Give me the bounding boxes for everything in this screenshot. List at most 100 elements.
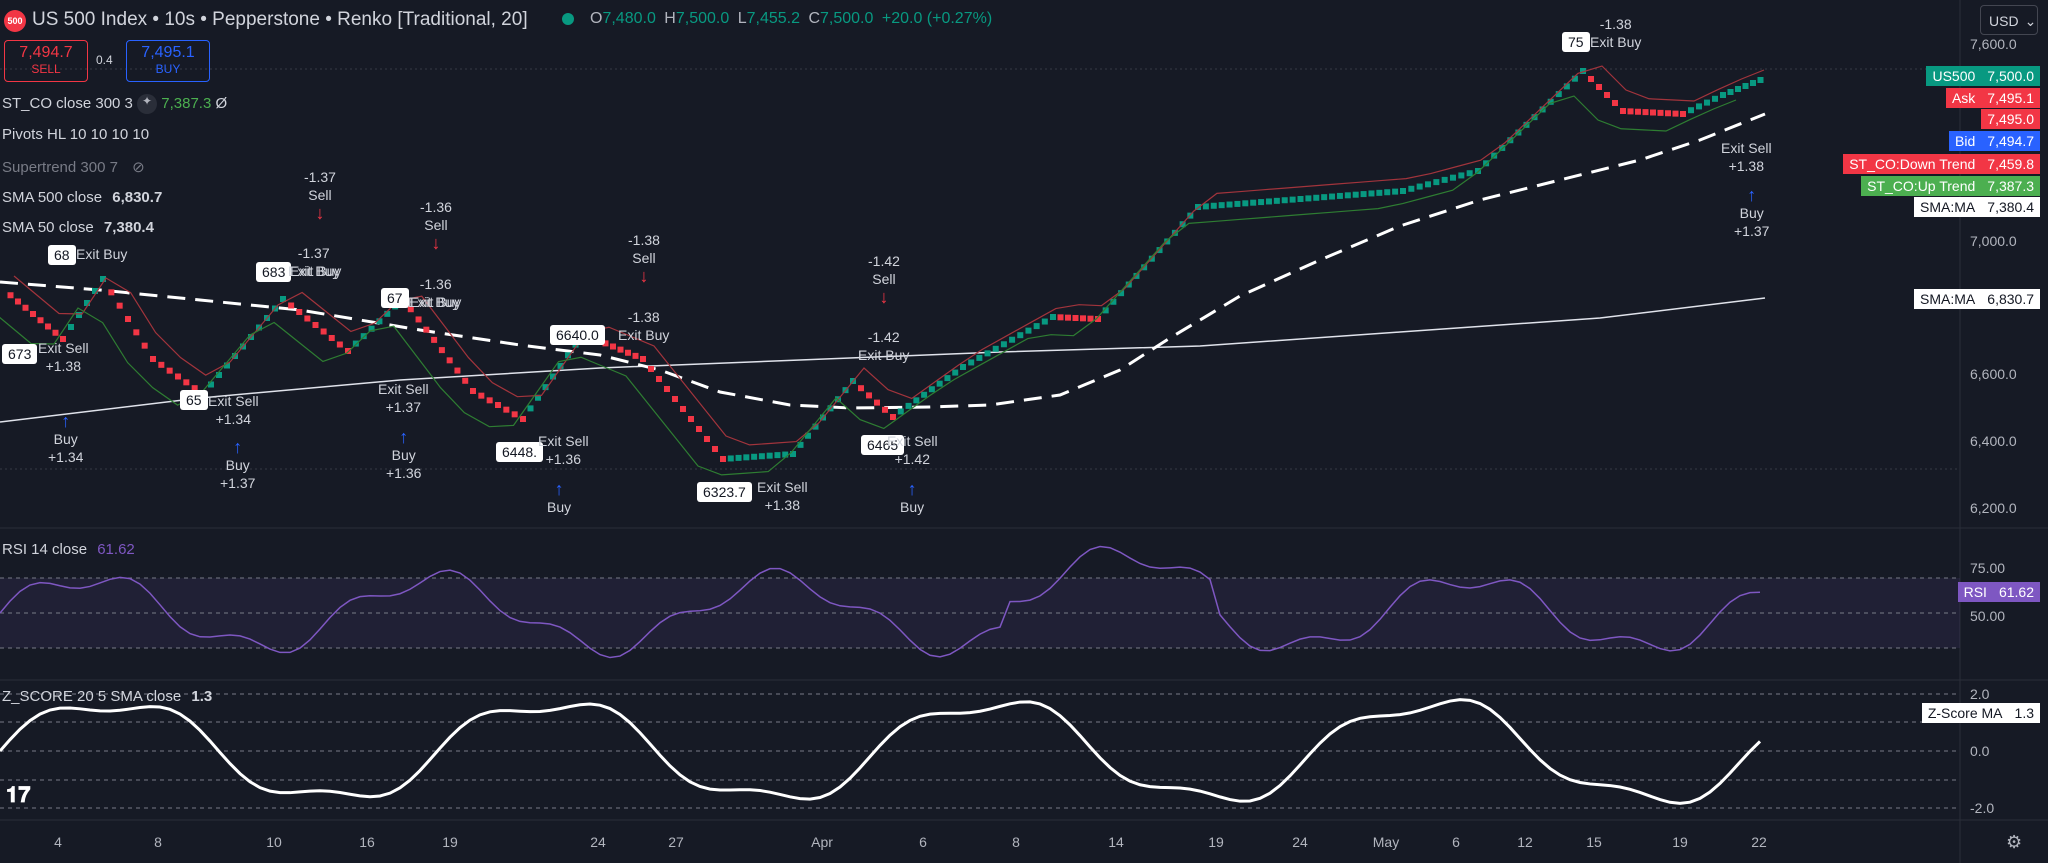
ohlc-values: O7,480.0 H7,500.0 L7,455.2 C7,500.0 +20.… [590, 10, 992, 28]
buy-button[interactable]: 7,495.1 BUY [126, 40, 210, 82]
sma50-line [0, 112, 1766, 410]
price-box-value: 7,500.0 [1981, 66, 2040, 86]
buy-signal[interactable]: ↑ Buy +1.36 [386, 428, 421, 482]
renko-brick [1297, 196, 1304, 202]
chart-title[interactable]: US 500 Index • 10s • Pepperstone • Renko… [32, 9, 528, 30]
pivot-tag: 6640.0 [550, 325, 605, 345]
renko-brick [183, 379, 190, 386]
exit-sell-signal[interactable]: Exit Sell +1.38 [38, 339, 89, 375]
exit-buy-signal[interactable]: Exit Buy [408, 293, 459, 311]
time-tick: 27 [668, 834, 684, 850]
exit-sell-signal[interactable]: Exit Sell +1.38 [757, 478, 808, 514]
renko-brick [1289, 196, 1296, 203]
exit-sell-signal[interactable]: Exit Sell +1.38 [1721, 139, 1772, 175]
renko-brick [141, 342, 148, 349]
renko-brick [1080, 315, 1086, 322]
buy-signal[interactable]: ↑ Buy +1.37 [220, 438, 255, 492]
renko-brick [431, 336, 438, 343]
price-box-value: 7,494.7 [1981, 131, 2040, 151]
price-box-label: Ask [1945, 88, 1982, 108]
sell-label: SELL [31, 62, 61, 76]
chevron-down-icon: ⌄ [2024, 13, 2037, 29]
exit-buy-signal[interactable]: -1.37 Exit Buy [288, 244, 339, 280]
indicator-icon[interactable]: ✦ [137, 94, 158, 114]
sma500-legend[interactable]: SMA 500 close 6,830.7 [2, 189, 162, 206]
eye-hidden-icon[interactable]: ⊘ [132, 159, 145, 176]
sell-button[interactable]: 7,494.7 SELL [4, 40, 88, 82]
buy-price: 7,495.1 [141, 44, 195, 61]
renko-brick [1688, 107, 1694, 114]
buy-signal[interactable]: ↑ Buy +1.34 [48, 412, 83, 466]
price-box-label: SMA:MA [1914, 289, 1982, 309]
ohlc-change: +20.0 (+0.27%) [881, 10, 993, 27]
renko-brick [320, 328, 327, 335]
renko-brick [22, 304, 29, 311]
time-tick: 24 [1292, 834, 1308, 850]
rsi-legend[interactable]: RSI 14 close 61.62 [2, 541, 135, 558]
zscore-legend[interactable]: Z_SCORE 20 5 SMA close 1.3 [2, 688, 212, 705]
price-box-value: 7,387.3 [1981, 176, 2040, 196]
exit-buy-signal[interactable]: -1.38 Exit Buy [1590, 15, 1641, 51]
signal-value: +1.38 [764, 497, 800, 513]
time-tick: 19 [1672, 834, 1688, 850]
renko-brick [1588, 76, 1594, 82]
renko-brick [45, 323, 51, 330]
renko-brick [1441, 176, 1448, 183]
settings-gear-icon[interactable]: ⚙ [2006, 832, 2023, 852]
renko-brick [782, 451, 789, 458]
price-box-value: 7,380.4 [1981, 197, 2040, 217]
renko-brick [1620, 108, 1626, 114]
exit-sell-signal[interactable]: Exit Sell +1.37 [378, 380, 429, 416]
renko-brick [1050, 314, 1056, 320]
exit-sell-signal[interactable]: Exit Sell +1.34 [208, 392, 259, 428]
renko-brick [1400, 188, 1406, 194]
sell-signal[interactable]: -1.38 Sell ↓ [628, 231, 660, 285]
symbol-badge-icon[interactable]: 500 [4, 10, 26, 32]
renko-brick [1352, 191, 1359, 198]
signal-label: Sell [872, 271, 896, 287]
time-tick: 16 [359, 834, 375, 850]
price-tick: 6,400.0 [1970, 433, 2017, 449]
renko-brick [1313, 194, 1320, 201]
buy-signal[interactable]: ↑ Buy +1.37 [1734, 186, 1769, 240]
exit-buy-signal[interactable]: Exit Buy [290, 262, 341, 280]
tradingview-logo-icon[interactable]: 𝟏𝟕 [6, 782, 31, 807]
signal-value: -1.36 [420, 199, 452, 215]
buy-signal[interactable]: ↑ Buy [900, 480, 924, 516]
renko-brick [1210, 202, 1217, 209]
ohlc-h-label: H [664, 10, 676, 27]
exit-buy-signal[interactable]: -1.42 Exit Buy [858, 328, 909, 364]
ohlc-high: 7,500.0 [675, 10, 730, 27]
renko-brick [1329, 193, 1336, 200]
renko-brick [1344, 192, 1351, 199]
sell-signal[interactable]: -1.36 Sell ↓ [420, 198, 452, 252]
sell-signal[interactable]: -1.42 Sell ↓ [868, 252, 900, 306]
buy-signal[interactable]: ↑ Buy [547, 480, 571, 516]
renko-brick [280, 296, 286, 302]
renko-brick [37, 317, 44, 324]
sell-signal[interactable]: -1.37 Sell ↓ [304, 168, 336, 222]
signal-value: -1.36 [419, 276, 452, 292]
renko-brick [312, 322, 319, 328]
exit-sell-signal[interactable]: Exit Sell +1.36 [538, 432, 589, 468]
st-co-legend[interactable]: ST_CO close 300 3 ✦ 7,387.3 Ø [2, 94, 227, 114]
renko-brick [1657, 109, 1664, 116]
signal-label: Sell [424, 217, 448, 233]
exit-buy-signal[interactable]: -1.38 Exit Buy [618, 308, 669, 344]
sma50-value: 7,380.4 [103, 219, 154, 236]
pivots-legend[interactable]: Pivots HL 10 10 10 10 [2, 126, 150, 143]
exit-buy-signal[interactable]: -1.36 Exit Buy [410, 275, 461, 311]
renko-brick [602, 340, 609, 347]
sma50-legend[interactable]: SMA 50 close 7,380.4 [2, 219, 154, 236]
supertrend-legend[interactable]: Supertrend 300 7 ⊘ [2, 158, 145, 176]
z-tick: -2.0 [1970, 800, 1995, 816]
exit-buy-signal[interactable]: Exit Buy [76, 245, 127, 263]
currency-select[interactable]: USD ⌄ [1980, 5, 2038, 35]
renko-brick [1604, 92, 1610, 98]
price-box-ask: Ask 7,495.1 [1945, 88, 2040, 108]
exit-sell-signal[interactable]: Exit Sell +1.42 [887, 432, 938, 468]
renko-brick [1102, 307, 1109, 314]
ohlc-l-label: L [737, 10, 747, 27]
renko-brick [640, 356, 646, 362]
